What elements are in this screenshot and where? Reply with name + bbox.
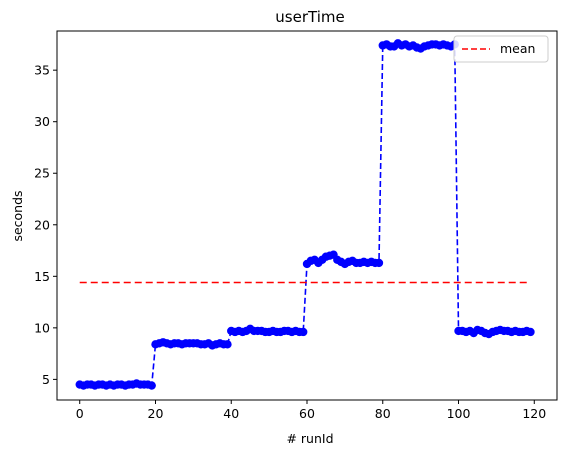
x-tick-label: 60 xyxy=(299,406,315,421)
x-tick-label: 0 xyxy=(76,406,84,421)
data-point xyxy=(526,327,535,337)
legend: mean xyxy=(453,35,549,63)
plot-area xyxy=(75,39,535,390)
data-point xyxy=(223,340,232,349)
x-tick-label: 100 xyxy=(447,406,471,421)
x-tick-label: 120 xyxy=(522,406,546,421)
legend-frame xyxy=(453,35,549,63)
y-tick-label: 15 xyxy=(34,269,50,284)
y-tick-label: 30 xyxy=(34,114,50,129)
data-point xyxy=(147,381,156,390)
x-tick-label: 80 xyxy=(375,406,391,421)
y-axis-label: seconds xyxy=(10,190,25,241)
y-tick-label: 20 xyxy=(34,217,50,232)
x-tick-label: 20 xyxy=(148,406,164,421)
y-tick-label: 5 xyxy=(42,372,50,387)
data-point xyxy=(299,327,308,337)
legend-mean-label: mean xyxy=(500,41,535,56)
axes: 0 20 40 60 80 100 120 5 10 15 20 25 30 35 xyxy=(34,30,558,421)
series-line xyxy=(79,42,531,387)
x-axis-label: # runId xyxy=(286,431,333,446)
y-tick-label: 35 xyxy=(34,63,50,78)
data-point xyxy=(374,258,384,268)
y-tick-label: 10 xyxy=(34,320,50,335)
x-tick-label: 40 xyxy=(223,406,239,421)
y-tick-label: 25 xyxy=(34,166,50,181)
chart-title: userTime xyxy=(275,8,344,26)
